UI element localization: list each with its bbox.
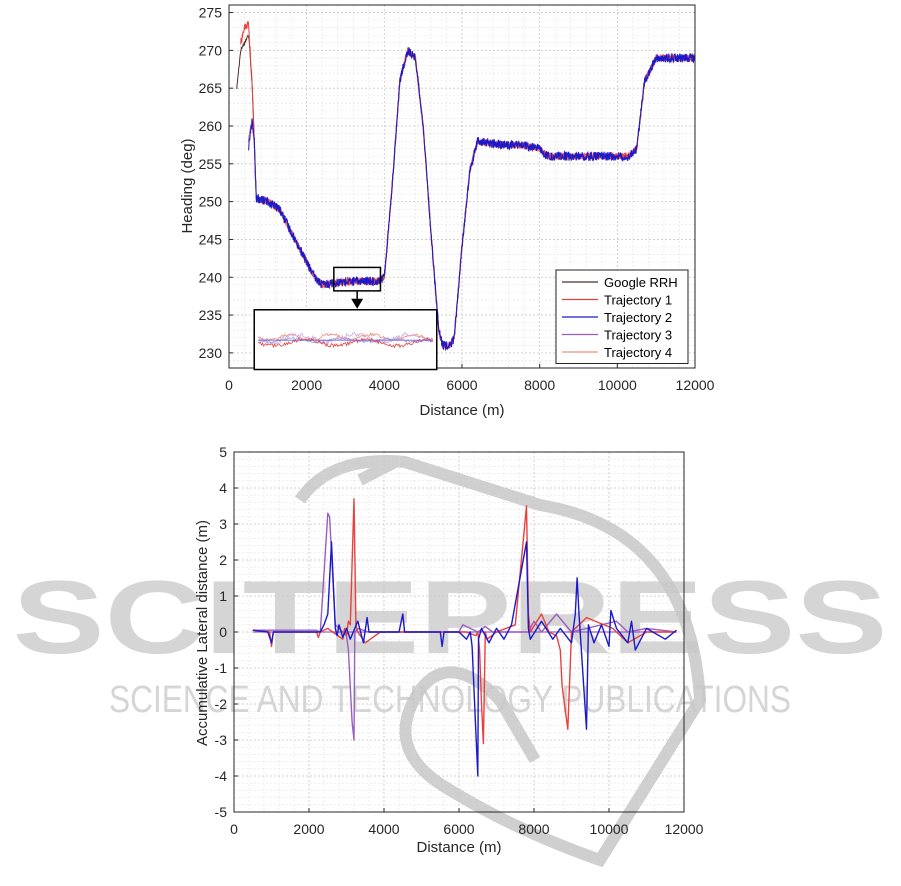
- x-tick-label: 10000: [598, 377, 637, 393]
- x-tick-label: 12000: [665, 821, 704, 837]
- y-tick-label: 230: [199, 345, 223, 361]
- x-tick-label: 12000: [676, 377, 715, 393]
- x-tick-label: 6000: [443, 821, 474, 837]
- lateral-chart-x-axis-label: Distance (m): [416, 839, 501, 856]
- y-tick-label: 2: [219, 552, 227, 568]
- y-tick-label: -4: [215, 768, 228, 784]
- y-tick-label: -3: [215, 732, 228, 748]
- watermark-subtitle: SCIENCE AND TECHNOLOGY PUBLICATIONS: [109, 679, 791, 721]
- x-tick-label: 6000: [446, 377, 477, 393]
- heading-chart-y-axis-label: Heading (deg): [179, 138, 196, 233]
- heading-chart-zoom: [253, 266, 438, 371]
- legend-label: Google RRH: [604, 275, 678, 290]
- legend-label: Trajectory 3: [604, 328, 672, 343]
- heading-chart-x-axis-label: Distance (m): [419, 402, 504, 419]
- y-tick-label: 1: [219, 588, 227, 604]
- y-tick-label: 5: [219, 444, 227, 460]
- zoom-arrow-head: [351, 298, 364, 309]
- lateral-series-line: [252, 512, 677, 741]
- y-tick-label: 3: [219, 516, 227, 532]
- y-tick-label: 275: [199, 5, 223, 21]
- heading-chart-x-ticks: 0 2000 4000 6000 8000 10000 12000: [225, 364, 715, 393]
- lateral-series-line: [252, 498, 677, 745]
- zoom-inset-trace: [257, 337, 433, 349]
- x-tick-label: 10000: [590, 821, 629, 837]
- heading-chart-legend: Google RRH Trajectory 1 Trajectory 2 Trajec…: [555, 269, 689, 364]
- x-tick-label: 4000: [369, 377, 400, 393]
- zoom-inset-trace: [258, 332, 434, 345]
- y-tick-label: 240: [199, 269, 223, 285]
- y-tick-label: -1: [215, 660, 228, 676]
- lateral-chart-series: [252, 498, 677, 777]
- y-tick-label: 265: [199, 80, 223, 96]
- y-tick-label: 250: [199, 194, 223, 210]
- y-tick-label: 235: [199, 307, 223, 323]
- x-tick-label: 0: [230, 821, 238, 837]
- heading-chart-series: [236, 21, 696, 352]
- x-tick-label: 4000: [368, 821, 399, 837]
- y-tick-label: 270: [199, 42, 223, 58]
- x-tick-label: 8000: [518, 821, 549, 837]
- lateral-chart-y-ticks: -5 -4 -3 -2 -1 0 1 2 3 4 5: [215, 444, 238, 820]
- y-tick-label: 245: [199, 231, 223, 247]
- heading-series-line: [247, 47, 696, 352]
- legend-label: Trajectory 2: [604, 310, 672, 325]
- legend-label: Trajectory 1: [604, 293, 672, 308]
- y-tick-label: -2: [215, 696, 228, 712]
- x-tick-label: 2000: [291, 377, 322, 393]
- y-tick-label: -5: [215, 804, 228, 820]
- watermark-emblem: [295, 455, 707, 868]
- y-tick-label: 255: [199, 156, 223, 172]
- lateral-chart-x-ticks: 0 2000 4000 6000 8000 10000 12000: [230, 808, 704, 837]
- legend-label: Trajectory 4: [604, 345, 672, 360]
- y-tick-label: 0: [219, 624, 227, 640]
- x-tick-label: 8000: [524, 377, 555, 393]
- x-tick-label: 0: [225, 377, 233, 393]
- watermark-title: SCITEPRESS: [13, 560, 888, 676]
- lateral-series-line: [252, 541, 677, 777]
- y-tick-label: 4: [219, 480, 227, 496]
- heading-chart-y-ticks: 230 235 240 245 250 255 260 265 270 275: [199, 5, 233, 361]
- lateral-chart-y-axis-label: Accumulative Lateral distance (m): [194, 520, 211, 746]
- y-tick-label: 260: [199, 118, 223, 134]
- x-tick-label: 2000: [293, 821, 324, 837]
